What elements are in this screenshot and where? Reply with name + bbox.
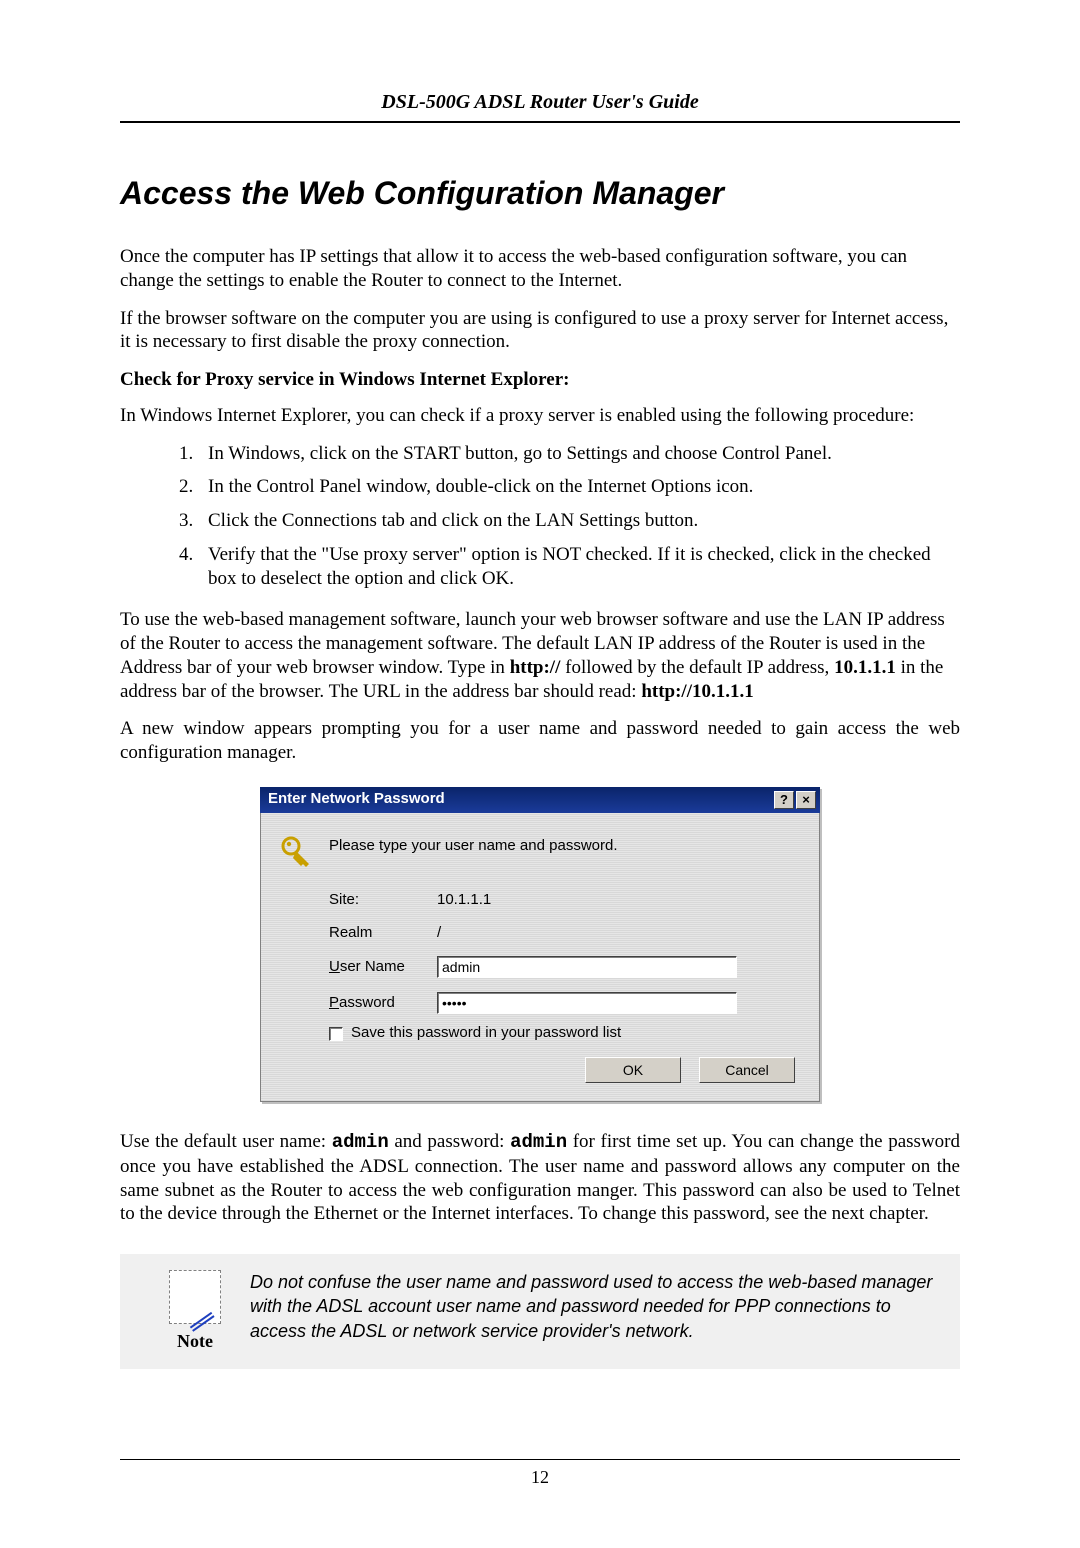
key-icon — [279, 835, 315, 875]
note-text: Do not confuse the user name and passwor… — [250, 1270, 940, 1343]
page-number: 12 — [531, 1467, 549, 1487]
intro-p3: In Windows Internet Explorer, you can ch… — [120, 404, 960, 428]
auth-dialog: Enter Network Password ? × Please ty — [260, 787, 820, 1102]
ok-button[interactable]: OK — [585, 1057, 681, 1083]
after-dialog-p6: Use the default user name: admin and pas… — [120, 1130, 960, 1226]
intro-p2: If the browser software on the computer … — [120, 307, 960, 355]
p6b: and password: — [389, 1131, 510, 1152]
dialog-body: Please type your user name and password.… — [260, 813, 820, 1102]
proxy-steps: In Windows, click on the START button, g… — [198, 442, 960, 591]
realm-label: Realm — [329, 924, 429, 943]
username-label: User Name — [329, 958, 429, 977]
note-label: Note — [140, 1330, 250, 1353]
default-pass: admin — [510, 1131, 567, 1153]
help-icon[interactable]: ? — [774, 791, 794, 809]
step-2: In the Control Panel window, double-clic… — [198, 475, 960, 499]
page-footer: 12 — [120, 1459, 960, 1489]
default-ip: 10.1.1.1 — [834, 657, 896, 678]
dialog-prompt: Please type your user name and password. — [329, 835, 618, 856]
password-input[interactable] — [437, 992, 737, 1014]
section-title: Access the Web Configuration Manager — [120, 173, 960, 213]
cancel-button[interactable]: Cancel — [699, 1057, 795, 1083]
p6a: Use the default user name: — [120, 1131, 332, 1152]
proxy-subhead: Check for Proxy service in Windows Inter… — [120, 368, 960, 392]
default-url: http://10.1.1.1 — [641, 681, 753, 702]
page-header: DSL-500G ADSL Router User's Guide — [120, 90, 960, 123]
step-1: In Windows, click on the START button, g… — [198, 442, 960, 466]
intro-p1: Once the computer has IP settings that a… — [120, 245, 960, 293]
site-label: Site: — [329, 891, 429, 910]
save-password-checkbox[interactable] — [329, 1027, 343, 1041]
save-password-label: Save this password in your password list — [351, 1024, 621, 1043]
default-user: admin — [332, 1131, 389, 1153]
note-icon — [169, 1270, 221, 1324]
site-value: 10.1.1.1 — [437, 891, 737, 910]
mgmt-p4: To use the web-based management software… — [120, 608, 960, 703]
password-label: Password — [329, 994, 429, 1013]
prompt-p5: A new window appears prompting you for a… — [120, 717, 960, 765]
step-4: Verify that the "Use proxy server" optio… — [198, 543, 960, 591]
p4-b: followed by the default IP address, — [560, 657, 834, 678]
realm-value: / — [437, 924, 737, 943]
dialog-title: Enter Network Password — [268, 790, 445, 809]
username-input[interactable] — [437, 956, 737, 978]
close-icon[interactable]: × — [796, 791, 816, 809]
step-3: Click the Connections tab and click on t… — [198, 509, 960, 533]
note-box: Note Do not confuse the user name and pa… — [120, 1254, 960, 1369]
http-scheme: http:// — [510, 657, 561, 678]
dialog-titlebar[interactable]: Enter Network Password ? × — [260, 787, 820, 813]
